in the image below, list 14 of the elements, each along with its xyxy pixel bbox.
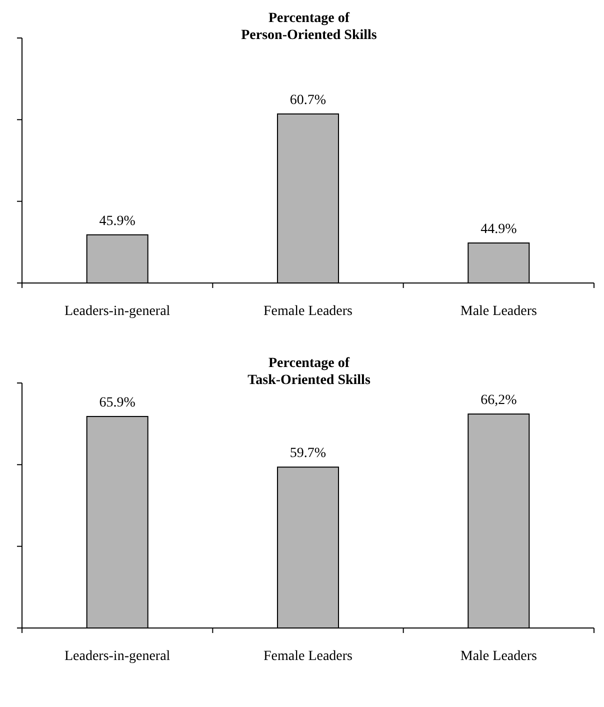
data-label: 44.9%: [480, 222, 518, 237]
data-label: 45.9%: [99, 214, 136, 229]
x-tick-label: Female Leaders: [263, 649, 353, 664]
x-tick-label: Female Leaders: [263, 304, 353, 319]
data-label: 65.9%: [99, 395, 136, 410]
x-tick-label: Leaders-in-general: [64, 304, 170, 319]
x-tick-label: Male Leaders: [460, 304, 537, 319]
data-label: 59.7%: [290, 446, 326, 462]
chart-title: Percentage of Task-Oriented Skills: [248, 356, 371, 388]
x-tick-label: Male Leaders: [460, 649, 537, 664]
chart-title: Percentage of Person-Oriented Skills: [241, 11, 378, 43]
data-label: 60.7%: [290, 92, 326, 108]
x-tick-label: Leaders-in-general: [64, 649, 170, 664]
data-label: 66,2%: [480, 393, 518, 408]
